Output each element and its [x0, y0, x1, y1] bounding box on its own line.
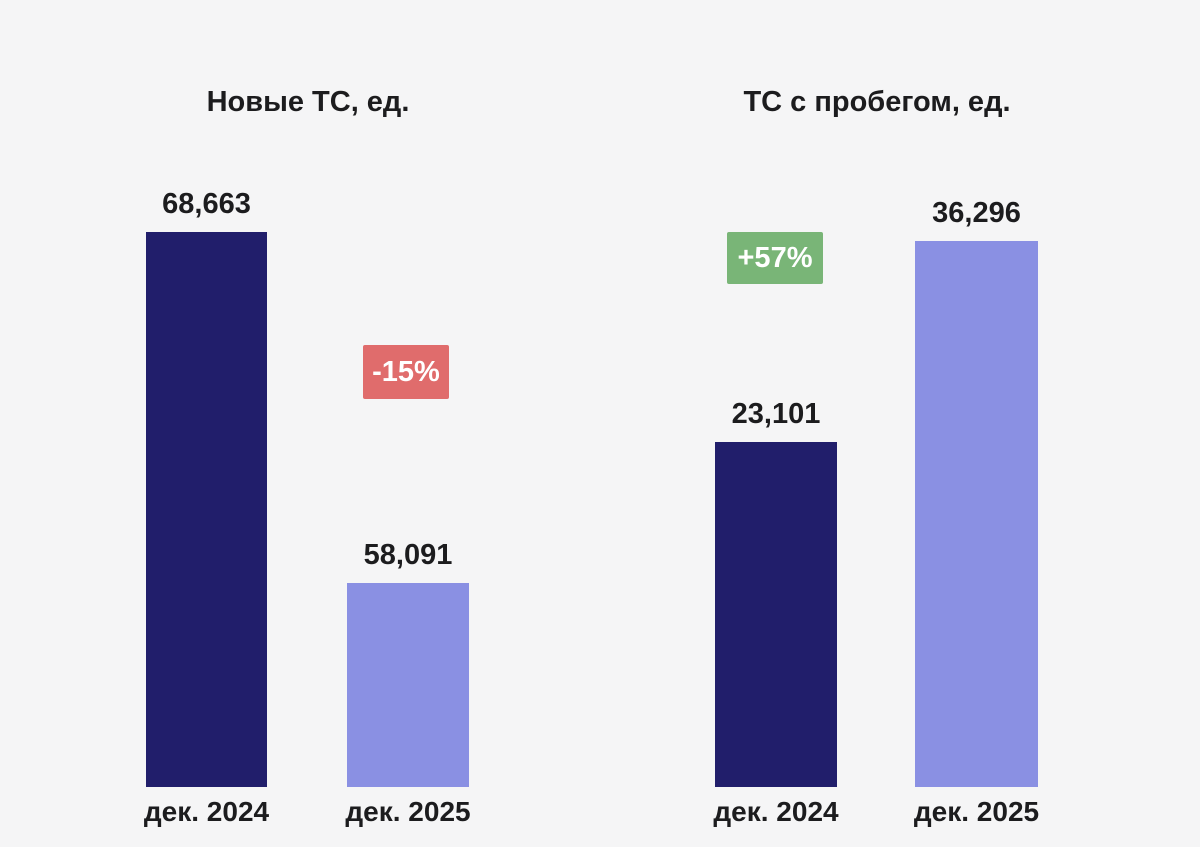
chart-title-used-vehicles: ТС с пробегом, ед. [743, 86, 1011, 118]
bar-value-label: 68,663 [162, 188, 251, 220]
category-label: дек. 2024 [713, 796, 839, 827]
bar-value-label: 36,296 [932, 197, 1021, 229]
category-label: дек. 2025 [913, 796, 1040, 827]
change-badge-negative: -15% [363, 345, 449, 399]
change-badge-positive: +57% [727, 232, 823, 284]
bar-value-label: 23,101 [731, 398, 821, 430]
bar-dec-2025-new [347, 583, 469, 787]
bar-dec-2025-used [915, 241, 1038, 787]
bar-dec-2024-new [146, 232, 267, 787]
bar-value-label: 58,091 [363, 539, 453, 571]
bar-dec-2024-used [715, 442, 837, 787]
category-label: дек. 2025 [345, 796, 471, 827]
category-label: дек. 2024 [143, 796, 270, 827]
chart-title-new-vehicles: Новые ТС, ед. [206, 86, 410, 118]
